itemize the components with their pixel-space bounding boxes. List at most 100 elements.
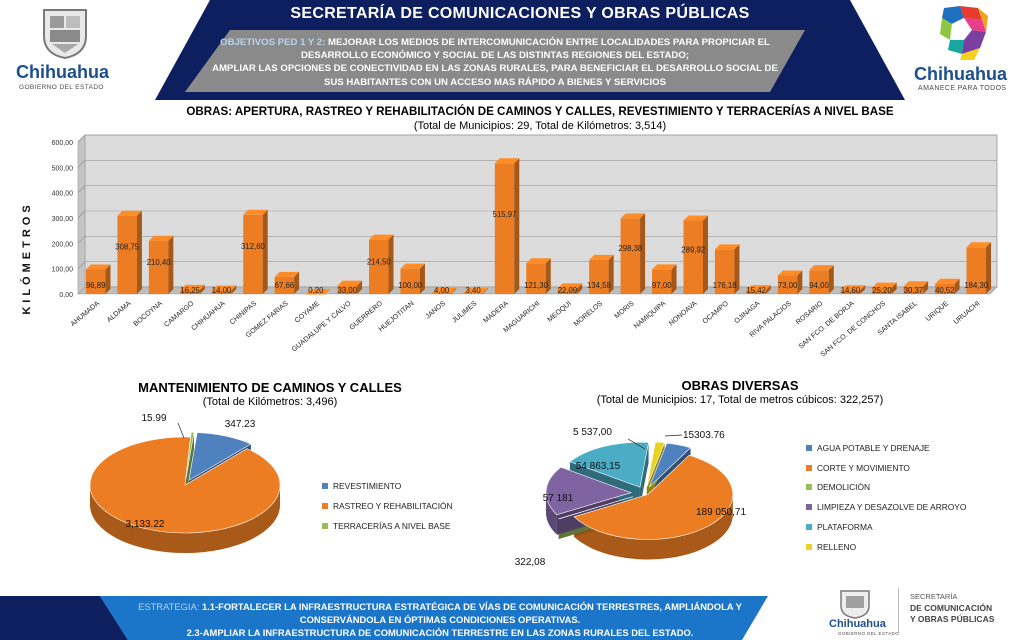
- left-logo-sub: GOBIERNO DEL ESTADO: [19, 84, 104, 91]
- y-tick-label: 200,00: [52, 241, 74, 248]
- pie2-legend-item: RELLENO: [806, 542, 856, 552]
- bar-28: [966, 242, 992, 294]
- pie1-legend-item: TERRACERÍAS A NIVEL BASE: [322, 521, 450, 531]
- pie2-slice-5: [646, 441, 665, 487]
- bar-value-label: 22,09: [558, 286, 578, 295]
- bar-25: [872, 282, 897, 294]
- legend-swatch: [806, 543, 812, 550]
- footer-divider: [898, 588, 899, 634]
- pie1-slice-label: 15.99: [141, 413, 166, 424]
- bar-8: [337, 280, 363, 294]
- bar-22: [777, 270, 803, 294]
- pie1-title: MANTENIMIENTO DE CAMINOS Y CALLES: [138, 380, 402, 395]
- legend-label: CORTE Y MOVIMIENTO: [817, 462, 910, 473]
- bar-category-label: OCAMPO: [702, 300, 731, 326]
- bar-value-label: 515,97: [493, 210, 517, 219]
- pie1-subtitle: (Total de Kilómetros: 3,496): [202, 396, 338, 408]
- right-logo-sub: AMANECE PARA TODOS: [918, 85, 1007, 92]
- bar-chart-title: OBRAS: APERTURA, RASTREO Y REHABILITACIÓ…: [186, 105, 894, 118]
- pie2-slice-3: [545, 466, 632, 516]
- left-logo-name: Chihuahua: [16, 62, 109, 82]
- y-tick-label: 300,00: [52, 216, 74, 223]
- pie2-slice-2: [558, 496, 633, 520]
- bar-category-label: BOCOYNA: [133, 300, 165, 328]
- bar-category-label: GUADALUPE Y CALVO: [291, 300, 353, 354]
- bar-24: [840, 285, 866, 294]
- y-tick-label: 400,00: [52, 191, 74, 198]
- legend-swatch: [322, 503, 328, 509]
- bar-chart-subtitle: (Total de Municipios: 29, Total de Kilóm…: [413, 120, 667, 132]
- pie1-leader-line: [177, 422, 185, 439]
- bar-value-label: 134,58: [587, 281, 611, 290]
- bar-5: [243, 209, 268, 294]
- pie-chart-obras-diversas: 15303.76 189 050,71 322,08 57 181 54 863,15 5…: [515, 427, 747, 568]
- footer-logo-name: Chihuahua: [829, 618, 886, 630]
- bar-category-label: CHIHUAHUA: [190, 300, 227, 332]
- bar-6: [274, 271, 300, 294]
- header-band: [155, 0, 905, 100]
- bar-value-label: 214,50: [367, 257, 392, 266]
- bar-value-label: 176,18: [713, 281, 737, 290]
- legend-label: DEMOLICIÓN: [817, 482, 871, 493]
- y-tick-label: 0,00: [59, 292, 73, 299]
- bar-17: [620, 213, 646, 294]
- legend-swatch: [806, 445, 812, 451]
- bar-category-label: MORIS: [614, 300, 636, 320]
- pie2-legend-item: LIMPIEZA Y DESAZOLVE DE ARROYO: [806, 502, 966, 512]
- bar-category-label: ROSARIO: [795, 300, 825, 326]
- bar-category-label: MADERA: [482, 300, 510, 325]
- bar-category-label: COYAME: [294, 300, 322, 325]
- y-axis-label: KILÓMETROS: [20, 201, 33, 314]
- pie2-leader-line: [664, 434, 683, 437]
- bar-20: [714, 244, 740, 294]
- bar-value-label: 0,20: [308, 286, 324, 295]
- footer-secretaria-2: DE COMUNICACIÓN: [910, 603, 993, 613]
- chihuahua-brand-icon: [940, 6, 988, 60]
- footer-logo-sub: GOBIERNO DEL ESTADO: [838, 631, 900, 636]
- bar-category-label: NAMIQUIPA: [633, 300, 667, 330]
- pie2-slice-label: 189 050,71: [696, 507, 746, 518]
- legend-swatch: [806, 484, 812, 491]
- bar-12: [463, 288, 488, 294]
- bar-value-label: 94,00: [809, 281, 829, 290]
- objectives-line-1: MEJORAR LOS MEDIOS DE INTERCOMUNICACIÓN …: [328, 37, 770, 48]
- pie2-slice-label: 322,08: [515, 557, 546, 568]
- bar-category-label: MEOQUI: [546, 300, 572, 324]
- strategy-line-1: 1.1-FORTALECER LA INFRAESTRUCTURA ESTRAT…: [201, 601, 742, 612]
- bar-value-label: 97,00: [652, 281, 672, 290]
- pie2-legend-item: PLATAFORMA: [806, 522, 873, 532]
- bar-value-label: 25,20: [872, 286, 892, 295]
- bar-27: [935, 278, 960, 294]
- bar-category-label: JULIMES: [451, 300, 478, 325]
- bar-category-label: AHUMADA: [70, 300, 102, 328]
- bar-11: [431, 287, 457, 294]
- bar-category-label: ALDAMA: [106, 300, 133, 324]
- footer-seal-icon: [840, 590, 870, 619]
- strategy-line-2: CONSERVÁNDOLA EN ÓPTIMAS CONDICIONES OPE…: [299, 614, 581, 625]
- bar-value-label: 312,60: [241, 242, 266, 251]
- bar-value-label: 289,92: [681, 245, 705, 254]
- bar-category-label: NONOAVA: [668, 300, 699, 327]
- bar-category-label: URUACHI: [953, 300, 982, 326]
- bar-category-label: CHINIPAS: [229, 300, 259, 326]
- bar-10: [400, 263, 425, 294]
- bar-2: [148, 235, 174, 294]
- legend-swatch: [806, 504, 812, 511]
- bar-value-label: 14,60: [841, 286, 861, 295]
- bar-category-label: OJINAGA: [733, 300, 761, 325]
- legend-swatch: [322, 523, 328, 529]
- bar-value-label: 40,52: [935, 286, 955, 295]
- y-tick-label: 100,00: [52, 267, 74, 274]
- objectives-text: OBJETIVOS PED 1 Y 2: MEJORAR LOS MEDIOS …: [205, 36, 785, 89]
- legend-label: RASTREO Y REHABILITACIÓN: [333, 501, 453, 511]
- pie2-slice-0: [648, 442, 692, 488]
- pie1-slice-0: [188, 432, 252, 481]
- pie2-title: OBRAS DIVERSAS: [681, 378, 799, 393]
- bar-23: [809, 265, 834, 294]
- bar-14: [526, 258, 551, 294]
- legend-swatch: [806, 464, 812, 471]
- bar-value-label: 100,00: [398, 281, 423, 290]
- bar-value-label: 308,75: [115, 243, 140, 252]
- bar-category-label: SAN FCO. DE BORJA: [798, 300, 856, 351]
